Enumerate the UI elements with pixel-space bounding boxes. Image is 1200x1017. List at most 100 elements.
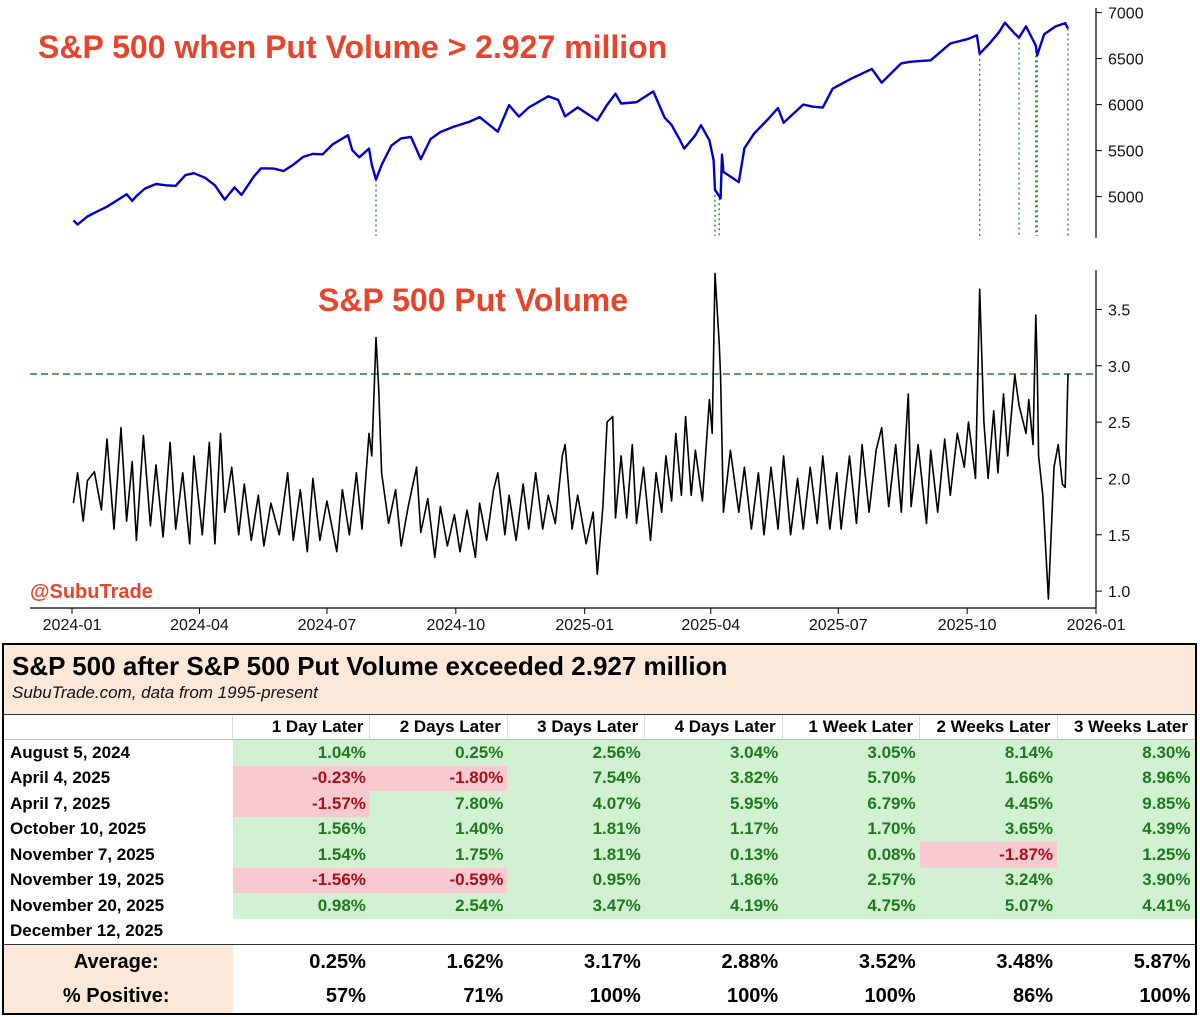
sp500-price-chart: 5000 5500 6000 6500 7000 S&P 500 when Put Vo… [38,6,1144,238]
return-cell: 5.70% [782,765,920,791]
y-tick-label: 3.5 [1108,302,1130,319]
row-date: December 12, 2025 [10,921,164,941]
x-tick-label: 2026-01 [1067,617,1126,634]
event-lines-top [375,28,1069,236]
row-date: April 7, 2025 [10,793,111,813]
return-cell: 0.98% [232,893,370,919]
table-row: November 7, 2025 1.54% 1.75% 1.81% 0.13% 0.08… [4,842,1195,868]
return-cell: 3.82% [644,765,783,791]
return-cell: 8.96% [1057,765,1195,791]
return-cell: 8.30% [1057,739,1195,766]
results-body: August 5, 2024 1.04% 0.25% 2.56% 3.04% 3.05% 8… [4,739,1195,1013]
y-tick-label: 7000 [1108,6,1144,23]
return-cell: -1.87% [919,842,1058,868]
table-header: S&P 500 after S&P 500 Put Volume exceede… [4,645,1195,715]
top-chart-title: S&P 500 when Put Volume > 2.927 million [38,29,667,65]
watermark: @SubuTrade [30,581,153,603]
charts-area: 5000 5500 6000 6500 7000 S&P 500 when Put Vo… [30,6,1144,634]
return-cell: 5.07% [919,893,1058,919]
row-date: October 10, 2025 [10,819,147,839]
row-date: April 4, 2025 [10,768,111,788]
summary-cell: 1.62% [369,944,508,979]
table-row: November 19, 2025 -1.56% -0.59% 0.95% 1.86% 2… [4,867,1195,893]
x-tick-label: 2024-04 [170,617,229,634]
return-cell: -0.59% [369,867,508,893]
y-tick-label: 1.0 [1108,584,1130,601]
x-tick-label: 2024-01 [43,617,102,634]
return-cell: 4.41% [1057,893,1195,919]
return-cell: -1.56% [232,867,370,893]
column-header: 2 Weeks Later [919,715,1058,740]
sp500-price-line [72,21,1070,226]
table-row: December 12, 2025 [4,918,1195,945]
row-date: November 19, 2025 [10,870,165,890]
return-cell [782,918,920,945]
column-header: 3 Weeks Later [1057,715,1196,740]
return-cell: 3.90% [1057,867,1195,893]
return-cell: 4.07% [507,791,645,817]
y-tick-label: 5000 [1108,190,1144,207]
return-cell: 9.85% [1057,791,1195,817]
return-cell [232,918,370,945]
return-cell: 1.25% [1057,842,1195,868]
x-axis-ticks: 2024-01 2024-04 2024-07 2024-10 2025-01 2025-… [43,608,1126,634]
corner-header [4,715,233,740]
x-tick-label: 2025-07 [809,617,868,634]
summary-cell: 5.87% [1057,944,1195,979]
return-cell: 3.24% [919,867,1058,893]
y-tick-label: 1.5 [1108,528,1130,545]
summary-label: % Positive: [4,979,233,1013]
return-cell: 0.13% [644,842,783,868]
table-row: August 5, 2024 1.04% 0.25% 2.56% 3.04% 3.05% 8… [4,739,1195,766]
return-cell: 4.19% [644,893,783,919]
summary-cell: 3.48% [919,944,1058,979]
summary-cell: 100% [727,984,779,1007]
summary-cell: 86% [1013,984,1054,1007]
return-cell: 8.14% [919,739,1058,766]
summary-cell: 71% [463,984,504,1007]
return-cell: 1.81% [507,816,645,842]
summary-row: % Positive: 57% 71% 100% 100% 100% 86% 100% [4,979,1195,1013]
table-row: October 10, 2025 1.56% 1.40% 1.81% 1.17% 1.70… [4,816,1195,842]
row-date: November 7, 2025 [10,844,155,864]
return-cell: 4.45% [919,791,1058,817]
return-cell: 7.80% [369,791,508,817]
return-cell: 1.54% [232,842,370,868]
return-cell: 1.04% [232,739,370,766]
return-cell: 7.54% [507,765,645,791]
return-cell: 1.17% [644,816,783,842]
return-cell: 6.79% [782,791,920,817]
return-cell: 1.56% [232,816,370,842]
summary-label: Average: [4,944,233,979]
return-cell: 2.54% [369,893,508,919]
x-tick-label: 2024-07 [298,617,357,634]
column-header-row: 1 Day Later 2 Days Later 3 Days Later 4 Day… [4,715,1196,740]
row-date: August 5, 2024 [10,742,130,762]
bottom-y-ticks: 1.0 1.5 2.0 2.5 3.0 3.5 [1096,302,1130,601]
table-row: November 20, 2025 0.98% 2.54% 3.47% 4.19% 4.7… [4,893,1195,919]
results-table-panel: S&P 500 after S&P 500 Put Volume exceede… [2,643,1197,1015]
return-cell: 2.56% [507,739,645,766]
table-title: S&P 500 after S&P 500 Put Volume exceede… [12,651,728,681]
return-cell: 0.08% [782,842,920,868]
table-subtitle: SubuTrade.com, data from 1995-present [12,683,318,702]
return-cell: 1.81% [507,842,645,868]
summary-cell: 57% [325,984,366,1007]
return-cell: 5.95% [644,791,783,817]
return-cell: 3.47% [507,893,645,919]
return-cell [1057,918,1195,945]
put-volume-chart: 1.0 1.5 2.0 2.5 3.0 3.5 2024-01 2024-04 2024-07… [30,270,1130,634]
table-row: April 4, 2025 -0.23% -1.80% 7.54% 3.82% 5.70%… [4,765,1195,791]
results-table: 1 Day Later 2 Days Later 3 Days Later 4 Day… [4,715,1196,1013]
return-cell: 1.86% [644,867,783,893]
return-cell [644,918,783,945]
column-header: 4 Days Later [644,715,783,740]
row-date: November 20, 2025 [10,895,165,915]
summary-cell: 100% [864,984,916,1007]
return-cell: 1.75% [369,842,508,868]
return-cell: 0.25% [369,739,508,766]
y-tick-label: 2.0 [1108,471,1130,488]
table-row: April 7, 2025 -1.57% 7.80% 4.07% 5.95% 6.79% 4… [4,791,1195,817]
return-cell [507,918,645,945]
return-cell: -1.57% [232,791,370,817]
